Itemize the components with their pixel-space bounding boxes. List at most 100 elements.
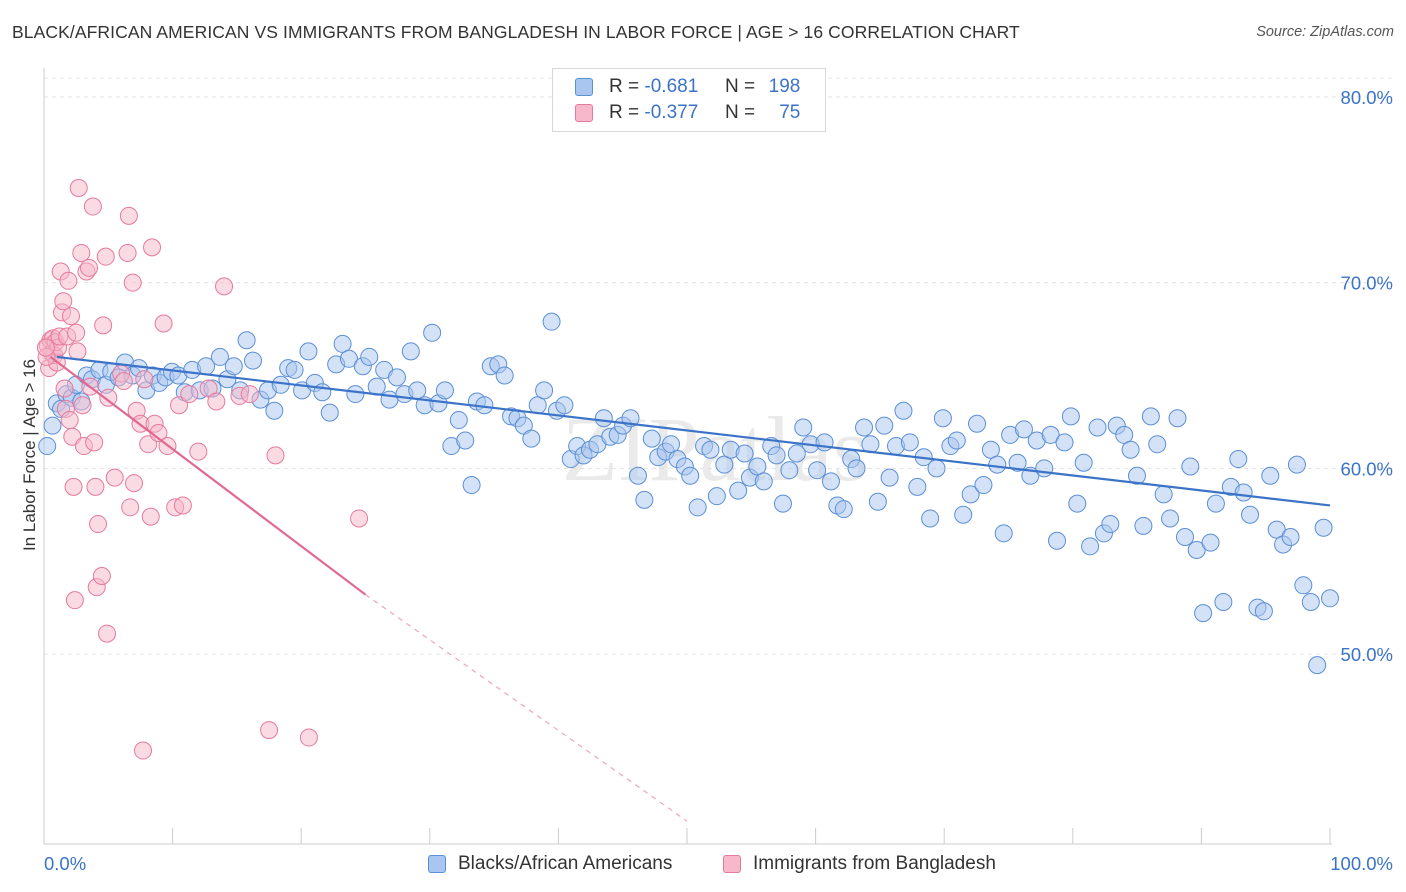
data-point: [1181, 457, 1200, 476]
data-point: [834, 500, 853, 519]
data-point: [1115, 425, 1134, 444]
data-point: [968, 414, 987, 433]
data-point: [933, 409, 952, 428]
data-point: [1074, 453, 1093, 472]
data-point: [244, 351, 263, 370]
data-point: [927, 459, 946, 478]
data-point: [947, 431, 966, 450]
data-point: [105, 468, 124, 487]
data-point: [981, 440, 1000, 459]
data-point: [360, 347, 379, 366]
data-point: [522, 429, 541, 448]
data-point: [1161, 509, 1180, 528]
data-point: [1187, 541, 1206, 560]
data-point: [96, 247, 115, 266]
legend-n-value-1: 198: [768, 76, 801, 97]
data-point: [1081, 537, 1100, 556]
legend-n-value-2: 75: [779, 102, 801, 123]
data-point: [748, 457, 767, 476]
data-point: [754, 472, 773, 491]
data-point: [787, 444, 806, 463]
data-point: [59, 271, 78, 290]
data-point: [123, 273, 142, 292]
data-point: [1035, 459, 1054, 478]
data-point: [1241, 505, 1260, 524]
data-point: [908, 477, 927, 496]
data-point: [1168, 409, 1187, 428]
legend-r-value-2: -0.377: [644, 102, 699, 123]
data-point: [119, 206, 138, 225]
data-point: [780, 461, 799, 480]
series-immigrants-from-bangladesh: [36, 178, 369, 760]
data-point: [894, 401, 913, 420]
data-point: [38, 437, 57, 456]
data-point: [1127, 466, 1146, 485]
data-point: [141, 507, 160, 526]
data-point: [1088, 418, 1107, 437]
data-point: [68, 342, 87, 361]
chart-title: BLACK/AFRICAN AMERICAN VS IMMIGRANTS FRO…: [12, 22, 1020, 42]
data-point: [72, 243, 91, 262]
data-point: [1234, 483, 1253, 502]
data-point: [449, 411, 468, 430]
data-point: [1154, 485, 1173, 504]
data-point: [62, 307, 81, 326]
bottom-legend-swatch-2: [723, 855, 741, 873]
data-point: [299, 342, 318, 361]
data-point: [1201, 533, 1220, 552]
data-point: [961, 485, 980, 504]
data-point: [299, 728, 318, 747]
data-point: [462, 476, 481, 495]
legend-r-label-2: R =: [609, 102, 640, 123]
data-point: [65, 591, 84, 610]
legend-r-value-1: -0.681: [644, 76, 699, 97]
data-point: [67, 323, 86, 342]
data-point: [729, 481, 748, 500]
data-point: [1287, 455, 1306, 474]
y-tick-label: 60.0%: [1341, 458, 1393, 479]
x-tick-label: 100.0%: [1330, 853, 1393, 874]
chart-source: Source: ZipAtlas.com: [1256, 24, 1394, 40]
data-point: [237, 331, 256, 350]
data-point: [265, 401, 284, 420]
data-point: [1206, 494, 1225, 513]
data-point: [808, 461, 827, 480]
data-point: [339, 349, 358, 368]
data-point: [868, 492, 887, 511]
data-point: [1048, 531, 1067, 550]
legend-n-label-1: N =: [724, 76, 756, 97]
bottom-legend-swatch-1: [428, 855, 446, 873]
data-point: [125, 474, 144, 493]
tick-labels: 50.0% 60.0% 70.0% 80.0% 0.0% 100.0%: [44, 87, 1393, 874]
data-point: [456, 431, 475, 450]
data-point: [285, 360, 304, 379]
data-point: [320, 403, 339, 422]
data-point: [900, 433, 919, 452]
data-point: [1175, 528, 1194, 547]
data-point: [628, 466, 647, 485]
data-point: [1281, 528, 1300, 547]
axes: [43, 68, 1332, 845]
data-point: [89, 515, 108, 534]
bottom-legend-item-1: Blacks/African Americans: [428, 850, 672, 878]
data-point: [847, 459, 866, 478]
data-point: [555, 396, 574, 415]
data-point: [207, 392, 226, 411]
data-point: [266, 446, 285, 465]
data-point: [260, 721, 279, 740]
data-point: [1041, 425, 1060, 444]
data-point: [189, 442, 208, 461]
data-point: [1055, 433, 1074, 452]
data-point: [143, 238, 162, 257]
data-point: [210, 347, 229, 366]
data-point: [535, 381, 554, 400]
data-point: [1321, 589, 1339, 608]
bottom-legend-label-1: Blacks/African Americans: [458, 853, 673, 874]
data-point: [1148, 435, 1167, 454]
data-point: [83, 197, 102, 216]
data-point: [735, 444, 754, 463]
y-tick-label: 80.0%: [1341, 87, 1393, 108]
data-point: [85, 433, 104, 452]
data-point: [99, 388, 118, 407]
data-point: [240, 385, 259, 404]
